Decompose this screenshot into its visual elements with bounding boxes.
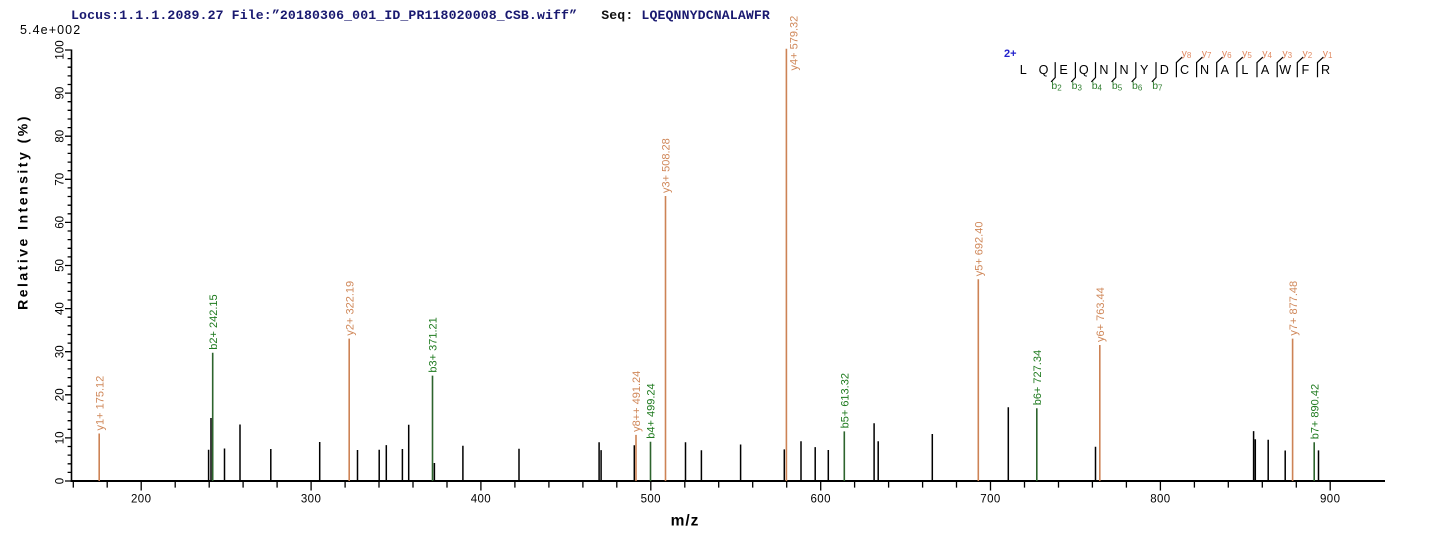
svg-text:500: 500 xyxy=(641,494,661,506)
svg-text:Y: Y xyxy=(1140,63,1149,77)
svg-text:A: A xyxy=(1221,63,1230,77)
svg-text:200: 200 xyxy=(131,494,151,506)
svg-text:N: N xyxy=(1119,63,1128,77)
svg-text:y1: y1 xyxy=(1323,48,1333,61)
svg-text:y8: y8 xyxy=(1182,48,1192,61)
svg-text:b7: b7 xyxy=(1152,80,1163,93)
svg-text:600: 600 xyxy=(811,494,831,506)
svg-text:90: 90 xyxy=(55,87,67,100)
svg-text:R: R xyxy=(1321,63,1330,77)
svg-text:D: D xyxy=(1160,63,1169,77)
svg-text:y4: y4 xyxy=(1262,48,1272,61)
svg-text:b7+ 890.42: b7+ 890.42 xyxy=(1309,384,1321,439)
svg-text:y5: y5 xyxy=(1242,48,1252,61)
svg-text:b4+ 499.24: b4+ 499.24 xyxy=(646,383,658,438)
svg-text:y5+ 692.40: y5+ 692.40 xyxy=(974,222,986,277)
svg-text:300: 300 xyxy=(301,494,321,506)
svg-text:80: 80 xyxy=(55,130,67,143)
svg-text:100: 100 xyxy=(55,40,67,59)
svg-text:E: E xyxy=(1059,63,1067,77)
svg-text:60: 60 xyxy=(55,216,67,229)
svg-text:C: C xyxy=(1180,63,1189,77)
svg-text:Q: Q xyxy=(1039,63,1049,77)
svg-text:W: W xyxy=(1279,63,1291,77)
svg-text:F: F xyxy=(1302,63,1310,77)
svg-text:b6: b6 xyxy=(1132,80,1143,93)
svg-text:20: 20 xyxy=(55,388,67,401)
svg-text:b4: b4 xyxy=(1092,80,1103,93)
svg-text:700: 700 xyxy=(980,494,1000,506)
svg-text:N: N xyxy=(1200,63,1209,77)
svg-text:50: 50 xyxy=(55,259,67,272)
svg-text:y2+ 322.19: y2+ 322.19 xyxy=(344,281,356,336)
svg-text:0: 0 xyxy=(55,478,67,484)
svg-text:b6+ 727.34: b6+ 727.34 xyxy=(1032,350,1044,405)
svg-text:y3: y3 xyxy=(1282,48,1292,61)
svg-text:y7: y7 xyxy=(1202,48,1212,61)
svg-text:900: 900 xyxy=(1320,494,1340,506)
svg-text:m/z: m/z xyxy=(671,513,700,530)
svg-text:800: 800 xyxy=(1150,494,1170,506)
svg-text:y8++ 491.24: y8++ 491.24 xyxy=(631,371,643,432)
svg-text:b2: b2 xyxy=(1051,80,1062,93)
svg-text:5.4e+002: 5.4e+002 xyxy=(20,23,81,37)
svg-text:40: 40 xyxy=(55,302,67,315)
svg-text:b3: b3 xyxy=(1072,80,1083,93)
svg-text:y6: y6 xyxy=(1222,48,1232,61)
svg-text:N: N xyxy=(1099,63,1108,77)
svg-text:y2: y2 xyxy=(1303,48,1313,61)
svg-text:b5+ 613.32: b5+ 613.32 xyxy=(840,373,852,428)
svg-text:Relative Intensity (%): Relative Intensity (%) xyxy=(15,114,31,310)
svg-text:y6+ 763.44: y6+ 763.44 xyxy=(1095,287,1107,342)
svg-text:A: A xyxy=(1261,63,1270,77)
svg-text:y1+ 175.12: y1+ 175.12 xyxy=(94,376,106,431)
svg-text:y3+ 508.28: y3+ 508.28 xyxy=(661,138,673,193)
svg-text:30: 30 xyxy=(55,345,67,358)
svg-text:10: 10 xyxy=(55,432,67,445)
svg-text:y7+ 877.48: y7+ 877.48 xyxy=(1288,281,1300,336)
svg-text:y4+ 579.32: y4+ 579.32 xyxy=(788,16,800,71)
svg-text:b5: b5 xyxy=(1112,80,1123,93)
svg-text:400: 400 xyxy=(471,494,491,506)
svg-text:70: 70 xyxy=(55,173,67,186)
svg-text:2+: 2+ xyxy=(1004,48,1017,60)
svg-text:Q: Q xyxy=(1079,63,1089,77)
svg-text:b2+ 242.15: b2+ 242.15 xyxy=(208,294,220,349)
svg-text:b3+ 371.21: b3+ 371.21 xyxy=(428,317,440,372)
svg-text:L: L xyxy=(1020,63,1027,77)
svg-text:L: L xyxy=(1241,63,1248,77)
